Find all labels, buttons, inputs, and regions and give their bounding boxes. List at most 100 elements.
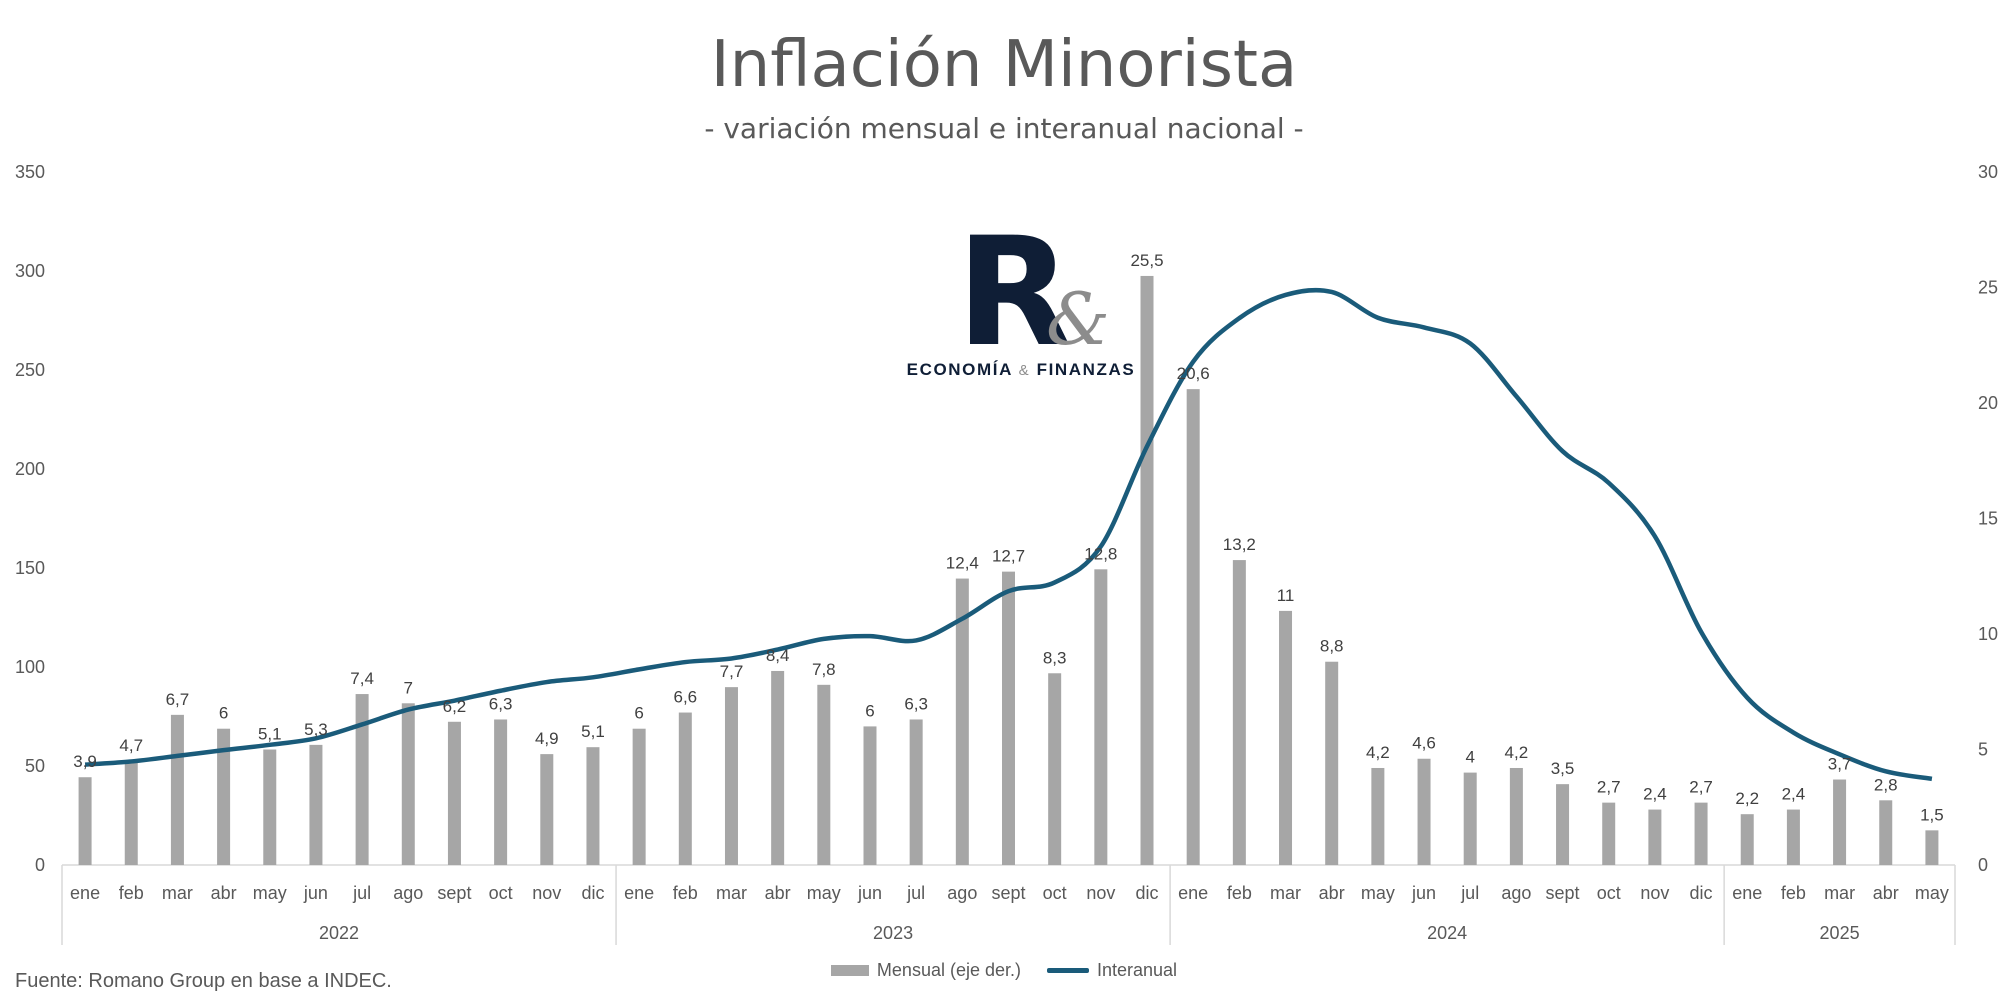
bar-data-label: 5,1 <box>258 725 282 744</box>
legend-item-mensual: Mensual (eje der.) <box>830 960 1021 981</box>
bar-mensual <box>1648 809 1662 865</box>
bar-data-label: 8,3 <box>1043 648 1067 667</box>
x-axis-month-label: jun <box>1411 883 1436 903</box>
bar-data-label: 4,2 <box>1505 743 1529 762</box>
x-axis-month-label: ene <box>70 883 100 903</box>
bar-data-label: 4,2 <box>1366 743 1390 762</box>
logo-brand-right: FINANZAS <box>1036 360 1136 379</box>
bar-data-label: 2,7 <box>1689 778 1713 797</box>
bar-data-label: 2,4 <box>1643 785 1667 804</box>
bar-data-label: 2,2 <box>1735 789 1759 808</box>
bar-mensual <box>540 754 554 865</box>
x-axis-month-label: dic <box>1136 883 1159 903</box>
logo-ampersand: & <box>1046 277 1110 357</box>
bar-mensual <box>1325 661 1339 865</box>
bar-data-label: 6 <box>634 704 643 723</box>
right-axis-tick-label: 0 <box>1978 855 1988 875</box>
legend-label-mensual: Mensual (eje der.) <box>876 960 1021 980</box>
x-axis-year-label: 2024 <box>1427 923 1467 943</box>
bar-data-label: 13,2 <box>1223 535 1256 554</box>
bar-data-label: 7,7 <box>720 662 744 681</box>
bar-data-label: 7 <box>404 678 413 697</box>
x-axis-month-label: abr <box>1873 883 1899 903</box>
bar-mensual <box>632 728 646 865</box>
x-axis-month-label: ago <box>1501 883 1531 903</box>
bar-mensual <box>955 578 969 865</box>
right-axis-tick-label: 30 <box>1978 162 1998 182</box>
left-axis-tick-label: 300 <box>15 261 45 281</box>
chart-legend: Mensual (eje der.) Interanual <box>0 960 2008 981</box>
bar-mensual <box>1556 784 1570 865</box>
right-axis-tick-label: 25 <box>1978 278 1998 298</box>
bar-data-label: 6,2 <box>443 697 467 716</box>
logo-mark-icon: R & <box>956 206 1110 380</box>
bar-data-label: 5,3 <box>304 720 328 739</box>
bar-mensual <box>1694 802 1708 865</box>
x-axis-year-label: 2023 <box>873 923 913 943</box>
left-axis-tick-label: 50 <box>25 756 45 776</box>
bar-mensual <box>494 719 508 865</box>
left-axis-tick-label: 0 <box>35 855 45 875</box>
bar-data-label: 6,3 <box>489 694 513 713</box>
bar-data-label: 12,4 <box>946 554 979 573</box>
bar-data-label: 12,8 <box>1084 544 1117 563</box>
x-axis-month-label: ene <box>624 883 654 903</box>
bar-data-label: 6 <box>865 701 874 720</box>
x-axis-month-label: abr <box>211 883 237 903</box>
bar-data-label: 25,5 <box>1130 251 1163 270</box>
left-axis-tick-label: 350 <box>15 162 45 182</box>
left-axis-tick-label: 250 <box>15 360 45 380</box>
bar-mensual <box>1417 758 1431 865</box>
x-axis-month-label: sept <box>991 883 1025 903</box>
bar-data-label: 12,7 <box>992 547 1025 566</box>
bar-mensual <box>1140 275 1154 865</box>
chart-title: Inflación Minorista <box>710 28 1298 102</box>
x-axis-month-label: mar <box>716 883 747 903</box>
bar-mensual <box>263 749 277 865</box>
bar-data-label: 2,8 <box>1874 775 1898 794</box>
x-axis-month-label: feb <box>1227 883 1252 903</box>
bar-data-label: 6,7 <box>166 690 190 709</box>
bar-data-label: 2,7 <box>1597 778 1621 797</box>
bar-data-label: 6,6 <box>673 688 697 707</box>
bar-mensual <box>170 714 184 865</box>
bar-mensual <box>1048 673 1062 865</box>
x-axis-month-label: nov <box>1086 883 1115 903</box>
x-axis-month-label: may <box>253 883 287 903</box>
logo-brand-amp: & <box>1018 362 1031 379</box>
x-axis-month-label: sept <box>1546 883 1580 903</box>
legend-label-interanual: Interanual <box>1097 960 1178 980</box>
bar-mensual <box>771 670 785 865</box>
bar-mensual <box>309 744 323 865</box>
chart-subtitle: - variación mensual e interanual naciona… <box>704 112 1304 145</box>
bar-data-label: 8,8 <box>1320 637 1344 656</box>
x-axis-month-label: nov <box>532 883 561 903</box>
logo-brand-left: ECONOMÍA <box>906 360 1013 379</box>
x-axis-month-label: ene <box>1732 883 1762 903</box>
left-axis-tick-label: 200 <box>15 459 45 479</box>
logo-letter: R <box>956 222 1072 357</box>
logo-brand-text: ECONOMÍA & FINANZAS <box>906 360 1136 380</box>
bar-mensual <box>1833 779 1847 865</box>
bar-data-label: 3,5 <box>1551 759 1575 778</box>
x-axis-month-label: feb <box>1781 883 1806 903</box>
x-axis-month-label: jul <box>1460 883 1479 903</box>
bar-mensual <box>1279 610 1293 865</box>
x-axis-year-label: 2025 <box>1820 923 1860 943</box>
bar-mensual <box>217 728 231 865</box>
bar-mensual <box>1463 772 1477 865</box>
x-axis-month-label: ago <box>393 883 423 903</box>
bar-mensual <box>1602 802 1616 865</box>
x-axis-month-label: jul <box>352 883 371 903</box>
bar-mensual <box>909 719 923 865</box>
bar-mensual <box>1186 389 1200 865</box>
bar-mensual <box>1925 830 1939 865</box>
bar-data-label: 4,6 <box>1412 734 1436 753</box>
bar-mensual <box>355 694 369 865</box>
bar-mensual <box>1002 571 1015 865</box>
x-axis-month-label: jul <box>906 883 925 903</box>
bar-data-label: 8,4 <box>766 646 790 665</box>
line-interanual <box>84 287 1933 782</box>
x-axis-month-label: abr <box>1319 883 1345 903</box>
